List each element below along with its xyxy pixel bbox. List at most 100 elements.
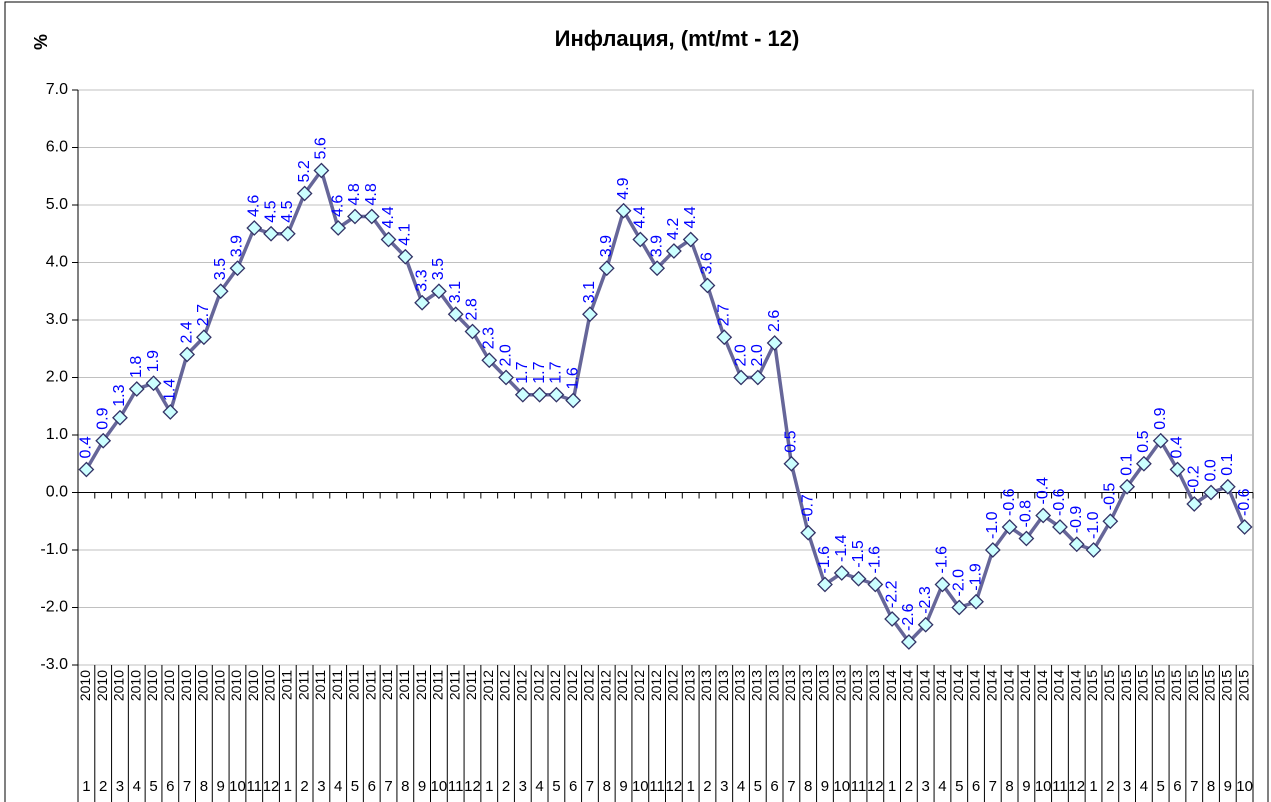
x-tick-year: 2013 xyxy=(749,670,765,701)
x-tick-year: 2010 xyxy=(77,670,93,701)
data-label: 3.9 xyxy=(598,235,615,257)
data-label: -1.5 xyxy=(850,540,867,568)
x-tick-year: 2011 xyxy=(463,670,479,700)
data-label: -0.2 xyxy=(1185,465,1202,493)
x-tick-year: 2011 xyxy=(413,670,429,700)
x-tick-year: 2014 xyxy=(1017,670,1033,701)
x-tick-year: 2012 xyxy=(631,670,647,701)
x-tick-month: 9 xyxy=(821,778,829,795)
x-tick-year: 2015 xyxy=(1185,670,1201,701)
data-marker xyxy=(195,329,212,346)
data-label: -0.7 xyxy=(799,494,816,522)
data-label: 0.0 xyxy=(1202,459,1219,481)
x-tick-month: 12 xyxy=(666,778,683,795)
data-label: 4.8 xyxy=(346,183,363,205)
x-tick-year: 2013 xyxy=(782,670,798,701)
x-tick-month: 1 xyxy=(485,778,493,795)
data-label: 0.4 xyxy=(1169,436,1186,458)
data-label: 2.4 xyxy=(178,321,195,343)
data-marker xyxy=(1236,519,1253,535)
x-tick-year: 2010 xyxy=(195,670,211,701)
x-tick-year: 2015 xyxy=(1118,670,1134,701)
data-label: 1.7 xyxy=(548,361,565,383)
x-tick-month: 4 xyxy=(133,778,141,795)
data-label: 5.6 xyxy=(313,137,330,159)
x-tick-month: 4 xyxy=(737,778,745,795)
x-tick-month: 11 xyxy=(1052,778,1068,795)
x-tick-year: 2015 xyxy=(1084,670,1100,701)
x-tick-month: 8 xyxy=(1207,778,1215,795)
data-marker xyxy=(716,329,733,346)
data-marker xyxy=(263,225,279,242)
y-tick-label: 7.0 xyxy=(46,81,68,98)
data-label: -0.4 xyxy=(1034,477,1051,505)
data-marker xyxy=(296,185,313,202)
x-tick-year: 2012 xyxy=(597,670,613,701)
data-label: 4.2 xyxy=(665,218,682,240)
data-label: 3.5 xyxy=(430,258,447,280)
data-marker xyxy=(682,231,699,248)
data-label: 1.8 xyxy=(128,356,145,378)
x-tick-year: 2010 xyxy=(228,670,244,701)
x-tick-month: 1 xyxy=(284,778,292,795)
data-marker xyxy=(783,455,800,472)
data-marker xyxy=(313,162,330,179)
x-tick-month: 5 xyxy=(351,778,359,795)
x-tick-month: 1 xyxy=(888,778,896,795)
data-marker xyxy=(363,208,380,225)
data-label: -1.4 xyxy=(833,534,850,562)
y-tick-label: -3.0 xyxy=(40,656,68,673)
data-marker xyxy=(347,208,363,225)
data-marker xyxy=(481,352,498,369)
data-marker xyxy=(229,260,246,277)
x-tick-year: 2012 xyxy=(480,670,496,701)
x-tick-year: 2011 xyxy=(312,670,328,700)
x-tick-month: 11 xyxy=(649,778,665,795)
data-label: 3.9 xyxy=(648,235,665,257)
data-marker xyxy=(900,634,917,650)
x-tick-month: 2 xyxy=(703,778,711,795)
data-marker xyxy=(733,369,749,386)
data-label: -1.0 xyxy=(1085,511,1102,539)
data-label: 2.0 xyxy=(732,344,749,366)
x-tick-month: 12 xyxy=(263,778,280,795)
x-tick-month: 8 xyxy=(401,778,409,795)
x-tick-month: 5 xyxy=(552,778,560,795)
x-tick-month: 4 xyxy=(1140,778,1148,795)
data-line xyxy=(84,168,1247,644)
x-tick-year: 2013 xyxy=(715,670,731,701)
data-label: -0.6 xyxy=(1236,488,1253,516)
data-label: 4.9 xyxy=(615,177,632,199)
x-tick-year: 2011 xyxy=(362,670,378,700)
data-marker xyxy=(514,386,531,403)
x-tick-month: 6 xyxy=(569,778,577,795)
y-tick-label: -1.0 xyxy=(40,541,68,558)
data-marker xyxy=(1203,484,1219,501)
data-marker xyxy=(1068,536,1085,553)
x-tick-year: 2012 xyxy=(564,670,580,701)
x-tick-month: 4 xyxy=(334,778,342,795)
x-tick-year: 2010 xyxy=(211,670,227,701)
x-tick-month: 7 xyxy=(1190,778,1198,795)
data-marker xyxy=(548,386,565,403)
data-marker xyxy=(800,524,817,541)
x-tick-month: 1 xyxy=(82,778,90,795)
x-tick-year: 2012 xyxy=(514,670,530,701)
data-marker xyxy=(699,277,716,294)
x-tick-year: 2015 xyxy=(1202,670,1218,701)
data-label: -2.6 xyxy=(900,603,917,631)
data-marker xyxy=(128,381,145,397)
x-tick-month: 9 xyxy=(1022,778,1030,795)
x-tick-year: 2012 xyxy=(648,670,664,701)
data-marker xyxy=(615,202,632,219)
x-tick-month: 12 xyxy=(867,778,884,795)
data-label: 4.5 xyxy=(262,200,279,222)
x-tick-year: 2015 xyxy=(1135,670,1151,701)
x-tick-month: 3 xyxy=(720,778,728,795)
x-tick-year: 2010 xyxy=(94,670,110,701)
x-tick-month: 8 xyxy=(1005,778,1013,795)
x-tick-year: 2013 xyxy=(698,670,714,701)
x-tick-year: 2013 xyxy=(849,670,865,701)
data-label: 4.4 xyxy=(632,206,649,228)
